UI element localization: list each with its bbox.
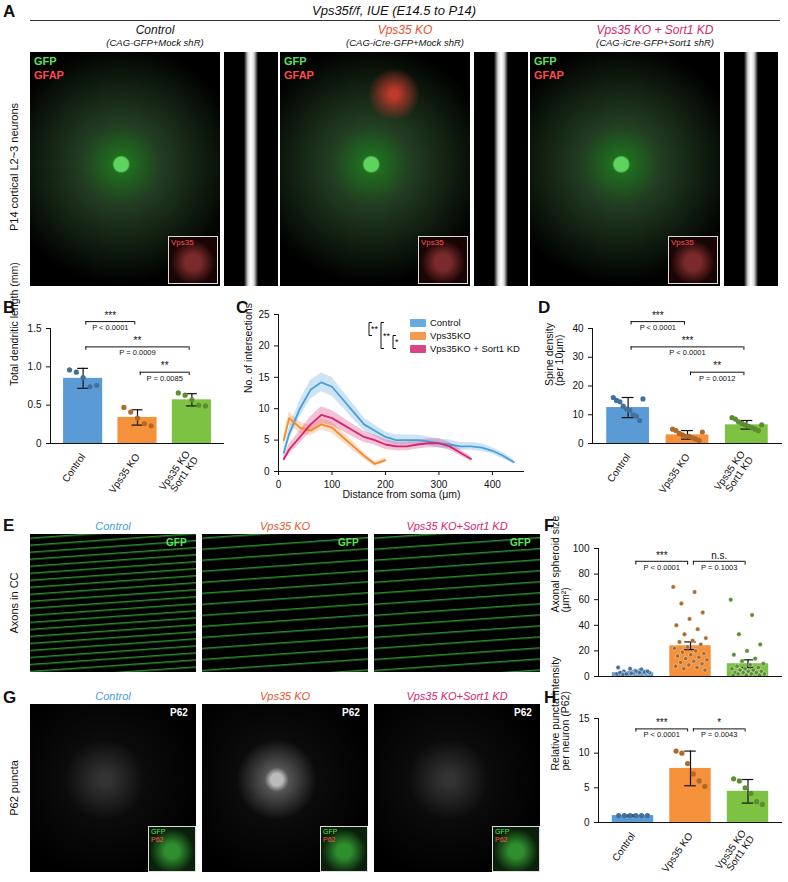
svg-text:25: 25 bbox=[258, 309, 270, 320]
svg-text:Vps35 KO: Vps35 KO bbox=[657, 451, 692, 495]
svg-text:Relative puncta intensityper n: Relative puncta intensityper neuron (P62… bbox=[549, 656, 572, 771]
svg-text:0: 0 bbox=[584, 817, 590, 828]
svg-text:Vps35 KO: Vps35 KO bbox=[660, 830, 695, 874]
svg-text:Vps35 KOSort1 KD: Vps35 KOSort1 KD bbox=[157, 448, 200, 498]
svg-text:15: 15 bbox=[258, 372, 270, 383]
svg-text:P = 0.0012: P = 0.0012 bbox=[699, 374, 735, 383]
svg-text:5: 5 bbox=[264, 434, 270, 445]
svg-text:P < 0.0001: P < 0.0001 bbox=[92, 323, 128, 332]
svg-text:100: 100 bbox=[573, 543, 590, 554]
svg-text:***: *** bbox=[656, 717, 668, 728]
svg-text:***: *** bbox=[682, 335, 694, 346]
svg-text:**: ** bbox=[383, 331, 391, 341]
svg-text:**: ** bbox=[161, 360, 169, 371]
svg-text:Total dendritic length (mm): Total dendritic length (mm) bbox=[8, 262, 20, 386]
svg-text:P < 0.0001: P < 0.0001 bbox=[640, 323, 676, 332]
svg-text:P = 0.0009: P = 0.0009 bbox=[119, 348, 155, 357]
svg-text:1.0: 1.0 bbox=[28, 361, 42, 372]
svg-text:20: 20 bbox=[572, 380, 584, 391]
svg-text:20: 20 bbox=[578, 645, 590, 656]
svg-text:0: 0 bbox=[36, 438, 42, 449]
svg-text:Vps35 KO: Vps35 KO bbox=[107, 451, 142, 495]
svg-text:60: 60 bbox=[578, 594, 590, 605]
svg-text:20: 20 bbox=[258, 340, 270, 351]
svg-text:Control: Control bbox=[60, 451, 88, 484]
svg-text:**: ** bbox=[134, 335, 142, 346]
svg-text:Axonal spheroid size(μm²): Axonal spheroid size(μm²) bbox=[549, 515, 572, 612]
svg-text:0: 0 bbox=[276, 479, 282, 490]
svg-text:n.s.: n.s. bbox=[711, 550, 727, 561]
svg-text:Vps35 KOSort1 KD: Vps35 KOSort1 KD bbox=[713, 827, 756, 877]
svg-text:P < 0.0001: P < 0.0001 bbox=[644, 563, 680, 572]
svg-text:***: *** bbox=[656, 550, 668, 561]
svg-text:P < 0.0001: P < 0.0001 bbox=[669, 348, 705, 357]
svg-text:P = 0.1003: P = 0.1003 bbox=[701, 563, 737, 572]
svg-text:***: *** bbox=[104, 310, 116, 321]
svg-text:Spine density(per 10μm): Spine density(per 10μm) bbox=[543, 322, 566, 386]
svg-text:40: 40 bbox=[578, 620, 590, 631]
svg-text:1.5: 1.5 bbox=[28, 323, 42, 334]
svg-text:Control: Control bbox=[610, 830, 638, 863]
svg-text:Control: Control bbox=[605, 451, 633, 484]
svg-text:400: 400 bbox=[484, 479, 501, 490]
svg-text:0: 0 bbox=[578, 438, 584, 449]
svg-text:30: 30 bbox=[572, 351, 584, 362]
svg-text:5: 5 bbox=[584, 782, 590, 793]
svg-text:P = 0.0043: P = 0.0043 bbox=[701, 730, 737, 739]
svg-text:10: 10 bbox=[258, 403, 270, 414]
svg-text:**: ** bbox=[713, 360, 721, 371]
svg-text:10: 10 bbox=[578, 747, 590, 758]
svg-text:No. of intersections: No. of intersections bbox=[242, 303, 254, 393]
svg-text:P < 0.0001: P < 0.0001 bbox=[644, 730, 680, 739]
svg-text:***: *** bbox=[652, 310, 664, 321]
svg-text:0: 0 bbox=[584, 671, 590, 682]
svg-text:15: 15 bbox=[578, 713, 590, 724]
svg-text:P = 0.0085: P = 0.0085 bbox=[147, 374, 183, 383]
svg-text:**: ** bbox=[371, 324, 379, 334]
svg-text:*: * bbox=[395, 337, 399, 347]
svg-text:Distance from soma (μm): Distance from soma (μm) bbox=[342, 488, 460, 500]
svg-text:80: 80 bbox=[578, 568, 590, 579]
svg-text:10: 10 bbox=[572, 409, 584, 420]
svg-text:40: 40 bbox=[572, 323, 584, 334]
svg-text:100: 100 bbox=[324, 479, 341, 490]
svg-text:0: 0 bbox=[264, 466, 270, 477]
svg-text:0.5: 0.5 bbox=[28, 399, 42, 410]
svg-text:*: * bbox=[717, 717, 721, 728]
svg-text:Vps35 KOSort1 KD: Vps35 KOSort1 KD bbox=[712, 448, 755, 498]
